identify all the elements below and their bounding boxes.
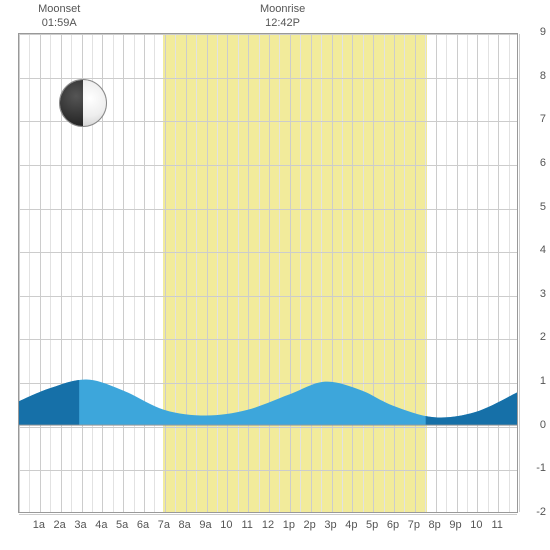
x-tick: 1p xyxy=(283,519,295,531)
x-tick: 2a xyxy=(54,519,66,531)
moonset-label: Moonset 01:59A xyxy=(38,3,80,31)
y-tick: -2 xyxy=(522,506,546,518)
x-tick: 10 xyxy=(220,519,232,531)
x-tick: 3p xyxy=(324,519,336,531)
x-tick: 7p xyxy=(408,519,420,531)
moonrise-label-text: Moonrise xyxy=(260,3,305,17)
x-tick: 7a xyxy=(158,519,170,531)
y-tick: 0 xyxy=(522,419,546,431)
x-tick: 2p xyxy=(304,519,316,531)
x-tick: 3a xyxy=(74,519,86,531)
x-tick: 6a xyxy=(137,519,149,531)
x-tick: 5p xyxy=(366,519,378,531)
plot-area xyxy=(18,33,518,513)
x-tick: 6p xyxy=(387,519,399,531)
x-tick: 8p xyxy=(429,519,441,531)
y-tick: -1 xyxy=(522,462,546,474)
x-tick: 12 xyxy=(262,519,274,531)
y-tick: 3 xyxy=(522,288,546,300)
y-tick: 8 xyxy=(522,70,546,82)
y-tick: 4 xyxy=(522,244,546,256)
x-tick: 9p xyxy=(449,519,461,531)
tide-moon-chart: Moonset 01:59A Moonrise 12:42P -2-101234… xyxy=(0,0,550,550)
y-tick: 2 xyxy=(522,331,546,343)
y-tick: 7 xyxy=(522,113,546,125)
x-tick: 11 xyxy=(241,519,252,531)
x-tick: 1a xyxy=(33,519,45,531)
x-tick: 11 xyxy=(491,519,502,531)
y-tick: 6 xyxy=(522,157,546,169)
x-tick: 5a xyxy=(116,519,128,531)
x-tick: 10 xyxy=(470,519,482,531)
y-tick: 1 xyxy=(522,375,546,387)
x-tick: 4p xyxy=(345,519,357,531)
moonrise-time: 12:42P xyxy=(260,17,305,31)
moonset-time: 01:59A xyxy=(38,17,80,31)
y-tick: 9 xyxy=(522,26,546,38)
daylight-band xyxy=(163,34,428,512)
x-tick: 9a xyxy=(199,519,211,531)
moonset-label-text: Moonset xyxy=(38,3,80,17)
moonrise-label: Moonrise 12:42P xyxy=(260,3,305,31)
moon-light-half xyxy=(83,80,106,126)
y-tick: 5 xyxy=(522,201,546,213)
x-tick: 8a xyxy=(179,519,191,531)
moon-phase-icon xyxy=(59,79,107,127)
x-tick: 4a xyxy=(95,519,107,531)
